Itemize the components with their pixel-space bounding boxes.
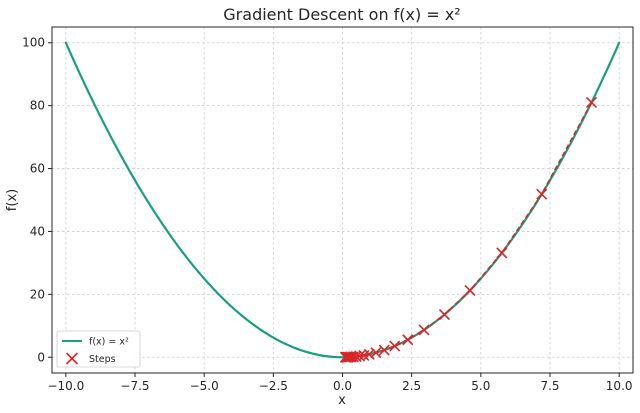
grid <box>52 27 633 373</box>
step-marker <box>343 351 356 363</box>
legend-x-marker-swatch <box>65 352 79 365</box>
x-tick-label: −7.5 <box>120 379 149 393</box>
function-curve-line <box>64 41 621 359</box>
legend-label-curve: f(x) = x² <box>89 337 129 348</box>
y-axis-label: f(x) <box>5 189 20 211</box>
x-axis-label: x <box>338 393 346 408</box>
x-tick-label: −2.5 <box>259 379 288 393</box>
x-axis-ticks: −10.0 −7.5 −5.0 −2.5 0.0 2.5 5.0 7.5 10.0 <box>47 373 633 393</box>
x-tick-label: 10.0 <box>606 379 633 393</box>
curve-layer <box>64 41 621 359</box>
y-axis-ticks: 0 20 40 60 80 100 <box>22 36 52 364</box>
y-tick-label: 80 <box>30 99 45 113</box>
y-tick-label: 60 <box>30 162 45 176</box>
step-marker <box>389 340 401 352</box>
step-marker <box>370 347 382 359</box>
step-marker <box>438 308 451 321</box>
step-marker <box>496 247 508 259</box>
y-tick-label: 0 <box>37 350 45 364</box>
x-tick-label: −5.0 <box>190 379 219 393</box>
legend: f(x) = x² Steps <box>56 330 141 368</box>
y-tick-label: 100 <box>22 36 45 50</box>
x-tick-label: 0.0 <box>333 379 352 393</box>
step-marker <box>378 344 390 356</box>
step-marker <box>536 188 548 200</box>
steps-path-line <box>345 102 593 359</box>
step-marker <box>585 96 598 109</box>
chart-title: Gradient Descent on f(x) = x² <box>223 5 460 24</box>
step-marker <box>402 334 414 346</box>
x-tick-label: 5.0 <box>471 379 490 393</box>
step-marker <box>464 284 476 297</box>
x-tick-label: 2.5 <box>402 379 421 393</box>
x-tick-label: 7.5 <box>540 379 559 393</box>
step-marker <box>418 324 430 336</box>
y-tick-label: 40 <box>30 224 45 238</box>
y-tick-label: 20 <box>30 287 45 301</box>
step-marker <box>339 351 351 363</box>
steps-layer <box>339 96 598 363</box>
legend-label-steps: Steps <box>89 354 116 365</box>
x-tick-label: −10.0 <box>47 379 84 393</box>
